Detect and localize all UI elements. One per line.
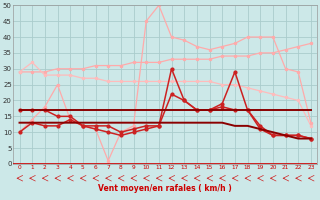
X-axis label: Vent moyen/en rafales ( km/h ): Vent moyen/en rafales ( km/h ) bbox=[98, 184, 232, 193]
